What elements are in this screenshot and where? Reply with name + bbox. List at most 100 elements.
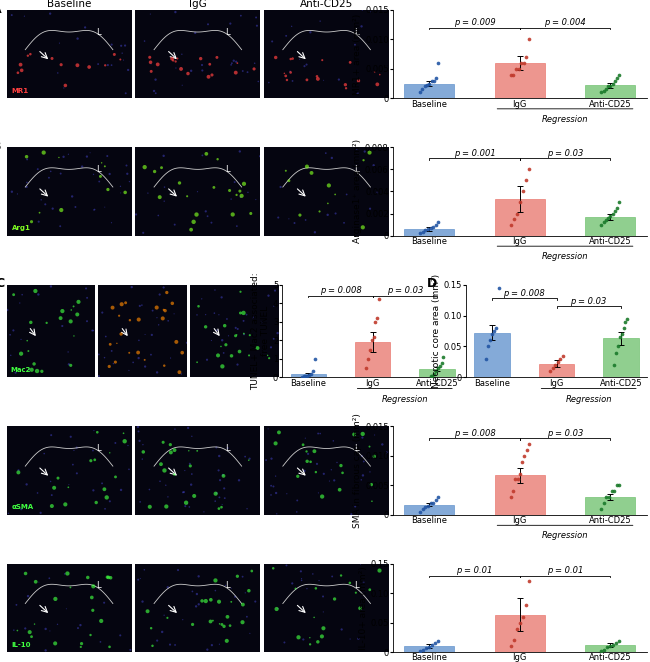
Point bbox=[235, 388, 245, 399]
Point bbox=[613, 207, 623, 218]
Bar bbox=[603, 338, 638, 377]
Text: A: A bbox=[0, 3, 1, 16]
Text: L: L bbox=[354, 444, 359, 453]
Point bbox=[609, 359, 619, 370]
Point bbox=[436, 211, 446, 222]
Point bbox=[647, 0, 650, 11]
Point bbox=[142, 130, 152, 140]
Text: p = 0.01: p = 0.01 bbox=[547, 566, 583, 575]
Point bbox=[407, 209, 417, 219]
Bar bbox=[586, 85, 635, 98]
Text: p = 0.004: p = 0.004 bbox=[544, 18, 586, 27]
Point bbox=[552, 101, 563, 112]
Point bbox=[521, 175, 531, 186]
Text: D: D bbox=[426, 277, 437, 290]
Point bbox=[647, 388, 650, 399]
Point bbox=[424, 641, 434, 652]
Title: Baseline: Baseline bbox=[47, 0, 91, 9]
Point bbox=[298, 371, 309, 382]
Point bbox=[349, 545, 359, 556]
Point bbox=[634, 468, 645, 479]
Point bbox=[427, 370, 437, 381]
Point bbox=[521, 52, 532, 62]
Point bbox=[436, 357, 447, 368]
Point bbox=[430, 495, 441, 505]
Point bbox=[607, 209, 618, 219]
Bar bbox=[586, 645, 635, 652]
Point bbox=[516, 58, 526, 68]
Point bbox=[309, 354, 320, 364]
Point bbox=[428, 75, 439, 86]
Point bbox=[603, 81, 613, 92]
Point bbox=[378, 3, 389, 14]
Text: Mac2: Mac2 bbox=[10, 367, 31, 373]
Point bbox=[547, 100, 558, 111]
Point bbox=[606, 95, 616, 105]
Title: Anti-CD25: Anti-CD25 bbox=[300, 0, 353, 9]
Point bbox=[433, 58, 443, 68]
Point bbox=[491, 322, 502, 333]
Point bbox=[610, 75, 620, 86]
Point bbox=[415, 263, 425, 273]
Point bbox=[515, 468, 525, 479]
Point bbox=[488, 13, 498, 24]
Text: Regression: Regression bbox=[382, 395, 428, 404]
Point bbox=[631, 191, 642, 201]
Point bbox=[483, 341, 493, 352]
Bar bbox=[404, 229, 454, 236]
Point bbox=[508, 535, 519, 545]
Point bbox=[302, 370, 313, 381]
Point bbox=[550, 359, 560, 370]
Point bbox=[296, 204, 307, 214]
Point bbox=[515, 197, 525, 208]
Point bbox=[417, 162, 428, 172]
Text: Regression: Regression bbox=[542, 115, 588, 124]
Text: C: C bbox=[0, 277, 5, 290]
Point bbox=[129, 283, 139, 293]
Point bbox=[610, 206, 620, 216]
Point bbox=[173, 62, 183, 72]
Point bbox=[431, 268, 441, 279]
Point bbox=[614, 197, 625, 208]
Point bbox=[599, 217, 609, 228]
Text: L: L bbox=[354, 165, 359, 174]
Point bbox=[465, 164, 475, 174]
Point bbox=[487, 329, 497, 340]
Point bbox=[551, 87, 562, 97]
Point bbox=[337, 386, 347, 397]
Y-axis label: TUNEL+ Mac2 associated:
free TUNEL: TUNEL+ Mac2 associated: free TUNEL bbox=[251, 272, 270, 390]
Point bbox=[434, 361, 445, 371]
Point bbox=[385, 285, 395, 296]
Point bbox=[433, 636, 443, 647]
Point bbox=[506, 492, 516, 502]
Point bbox=[447, 208, 457, 218]
Point bbox=[626, 216, 636, 226]
Point bbox=[178, 111, 188, 121]
Point bbox=[363, 354, 373, 364]
Point bbox=[524, 164, 534, 175]
Bar bbox=[495, 63, 545, 98]
Point bbox=[599, 371, 609, 382]
Point bbox=[512, 623, 522, 634]
Point bbox=[260, 94, 270, 105]
Point bbox=[361, 363, 371, 373]
Point bbox=[437, 457, 447, 468]
Point bbox=[596, 87, 606, 97]
Text: L: L bbox=[226, 444, 230, 453]
Point bbox=[291, 60, 302, 70]
Point bbox=[140, 117, 151, 128]
Point bbox=[374, 448, 385, 459]
Point bbox=[430, 219, 441, 230]
Point bbox=[596, 645, 606, 656]
Point bbox=[372, 312, 382, 323]
Point bbox=[131, 403, 141, 414]
Point bbox=[608, 209, 619, 220]
Point bbox=[292, 187, 302, 197]
Point bbox=[605, 211, 616, 221]
Point bbox=[612, 203, 622, 213]
Point bbox=[506, 219, 516, 230]
Point bbox=[431, 72, 441, 83]
Point bbox=[498, 100, 508, 111]
Point bbox=[265, 161, 275, 171]
Point bbox=[519, 58, 529, 68]
